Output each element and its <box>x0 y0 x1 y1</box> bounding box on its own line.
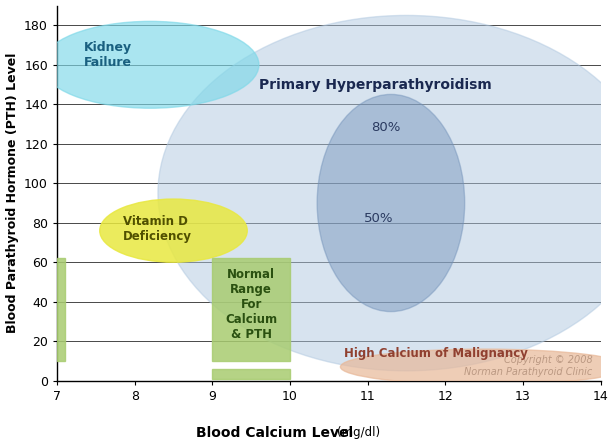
Text: 80%: 80% <box>371 121 401 135</box>
Text: Primary Hyperparathyroidism: Primary Hyperparathyroidism <box>259 78 492 92</box>
Text: High Calcium of Malignancy: High Calcium of Malignancy <box>344 347 528 359</box>
Bar <box>212 369 290 379</box>
Text: (mg/dl): (mg/dl) <box>337 426 380 439</box>
Text: Blood Calcium Level: Blood Calcium Level <box>196 426 353 440</box>
Ellipse shape <box>340 349 614 385</box>
Bar <box>212 258 290 361</box>
Text: Kidney
Failure: Kidney Failure <box>84 41 132 69</box>
Ellipse shape <box>158 15 614 371</box>
Bar <box>57 258 65 361</box>
Ellipse shape <box>99 199 247 262</box>
Ellipse shape <box>317 94 465 312</box>
Text: Vitamin D
Deficiency: Vitamin D Deficiency <box>123 215 192 243</box>
Y-axis label: Blood Parathyroid Hormone (PTH) Level: Blood Parathyroid Hormone (PTH) Level <box>6 53 18 333</box>
Text: Copyright © 2008
Norman Parathyroid Clinic: Copyright © 2008 Norman Parathyroid Clin… <box>464 355 593 377</box>
Text: 50%: 50% <box>363 212 393 225</box>
Text: Normal
Range
For
Calcium
& PTH: Normal Range For Calcium & PTH <box>225 268 277 341</box>
Ellipse shape <box>42 21 259 108</box>
